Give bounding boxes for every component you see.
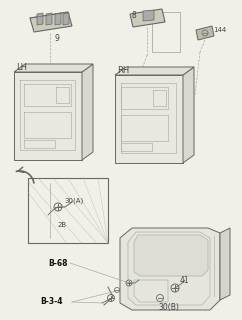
Bar xyxy=(152,12,180,52)
Polygon shape xyxy=(130,9,165,27)
Polygon shape xyxy=(115,67,194,75)
Polygon shape xyxy=(183,67,194,163)
Polygon shape xyxy=(14,72,82,160)
Text: 8: 8 xyxy=(131,11,136,20)
Text: RH: RH xyxy=(117,66,129,75)
Text: 2B: 2B xyxy=(58,222,67,228)
Text: 30(A): 30(A) xyxy=(64,197,83,204)
Polygon shape xyxy=(143,10,154,21)
Bar xyxy=(28,178,108,243)
Polygon shape xyxy=(46,13,52,25)
Polygon shape xyxy=(134,235,208,276)
Polygon shape xyxy=(55,13,61,25)
Text: B-68: B-68 xyxy=(48,259,68,268)
Polygon shape xyxy=(82,64,93,160)
Text: B-3-4: B-3-4 xyxy=(40,298,62,307)
Text: 9: 9 xyxy=(54,34,59,43)
Polygon shape xyxy=(120,228,220,310)
Polygon shape xyxy=(196,26,214,40)
Polygon shape xyxy=(14,64,93,72)
Polygon shape xyxy=(37,13,43,25)
Text: 144: 144 xyxy=(213,27,226,33)
Text: 30(B): 30(B) xyxy=(158,303,179,312)
Text: 41: 41 xyxy=(180,276,190,285)
Polygon shape xyxy=(115,75,183,163)
Polygon shape xyxy=(63,13,69,25)
Text: LH: LH xyxy=(16,63,27,72)
Polygon shape xyxy=(220,228,230,300)
Polygon shape xyxy=(30,12,72,32)
